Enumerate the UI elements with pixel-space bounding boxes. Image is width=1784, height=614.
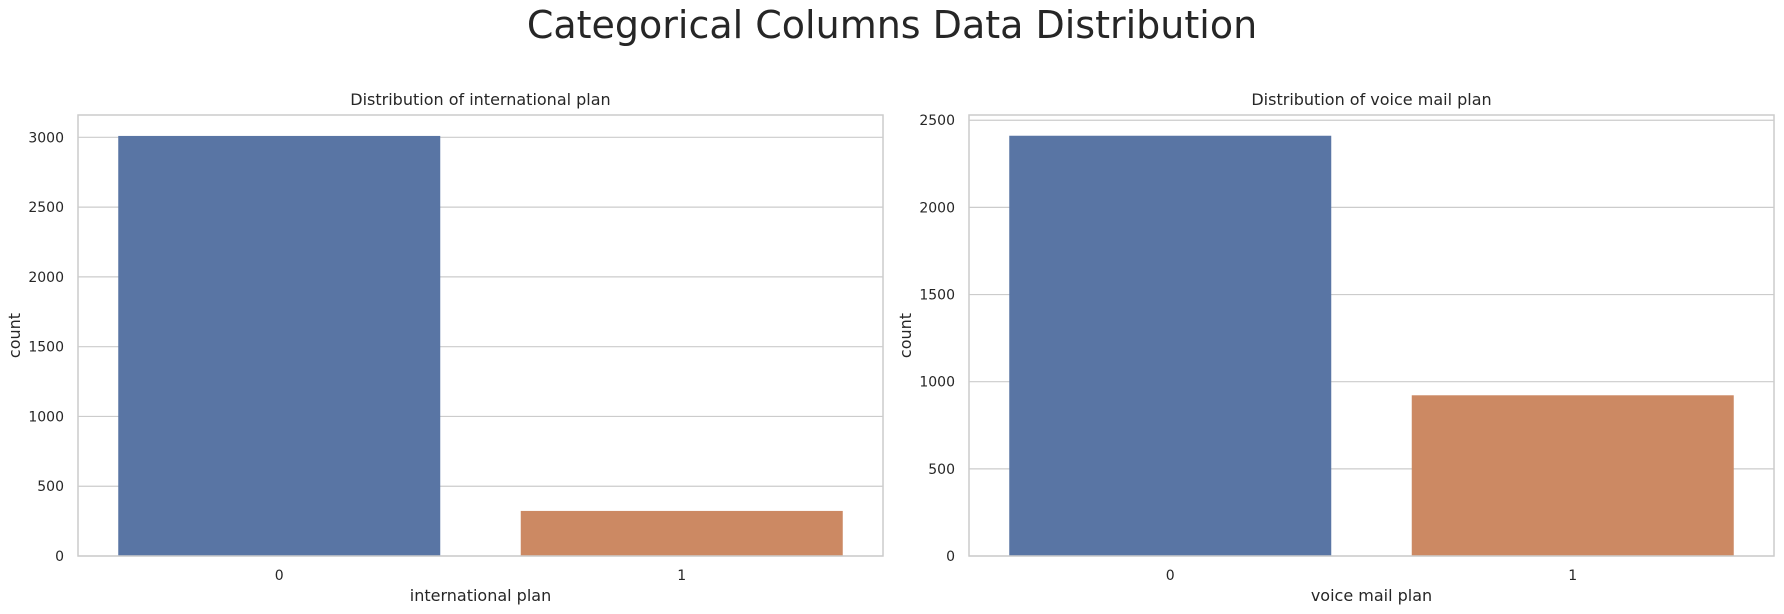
- bar-1: [1411, 395, 1734, 556]
- x-tick-label: 1: [1568, 568, 1577, 584]
- y-tick-labels: 0 500 1000 1500 2000 2500: [919, 113, 955, 565]
- figure-suptitle: Categorical Columns Data Distribution: [526, 3, 1258, 47]
- bar-1: [520, 510, 843, 556]
- y-tick-label: 0: [55, 549, 64, 565]
- y-tick-label: 2500: [919, 113, 955, 129]
- x-tick-label: 0: [275, 568, 284, 584]
- x-axis-label: international plan: [410, 586, 551, 605]
- y-tick-label: 500: [928, 462, 955, 478]
- x-tick-label: 0: [1166, 568, 1175, 584]
- x-axis-label: voice mail plan: [1311, 586, 1432, 605]
- y-tick-label: 0: [946, 549, 955, 565]
- y-tick-label: 1000: [919, 375, 955, 391]
- chart-title: Distribution of voice mail plan: [1251, 90, 1491, 109]
- y-tick-labels: 0 500 1000 1500 2000 2500 3000: [28, 130, 64, 565]
- bar-0: [1009, 135, 1332, 557]
- y-tick-label: 1000: [28, 409, 64, 425]
- y-axis-label: count: [5, 313, 24, 358]
- y-axis-label: count: [896, 313, 915, 358]
- y-tick-label: 2000: [28, 270, 64, 286]
- y-tick-label: 3000: [28, 130, 64, 146]
- y-tick-label: 1500: [28, 340, 64, 356]
- axes-frame: [77, 114, 884, 557]
- bar-0: [118, 135, 441, 557]
- y-tick-label: 500: [37, 479, 64, 495]
- chart-title: Distribution of international plan: [350, 90, 610, 109]
- y-tick-label: 2500: [28, 200, 64, 216]
- x-tick-label: 1: [677, 568, 686, 584]
- axes-frame: [968, 114, 1775, 557]
- y-tick-label: 2000: [919, 200, 955, 216]
- bars: [1009, 135, 1734, 557]
- bars: [118, 135, 843, 557]
- y-tick-label: 1500: [919, 288, 955, 304]
